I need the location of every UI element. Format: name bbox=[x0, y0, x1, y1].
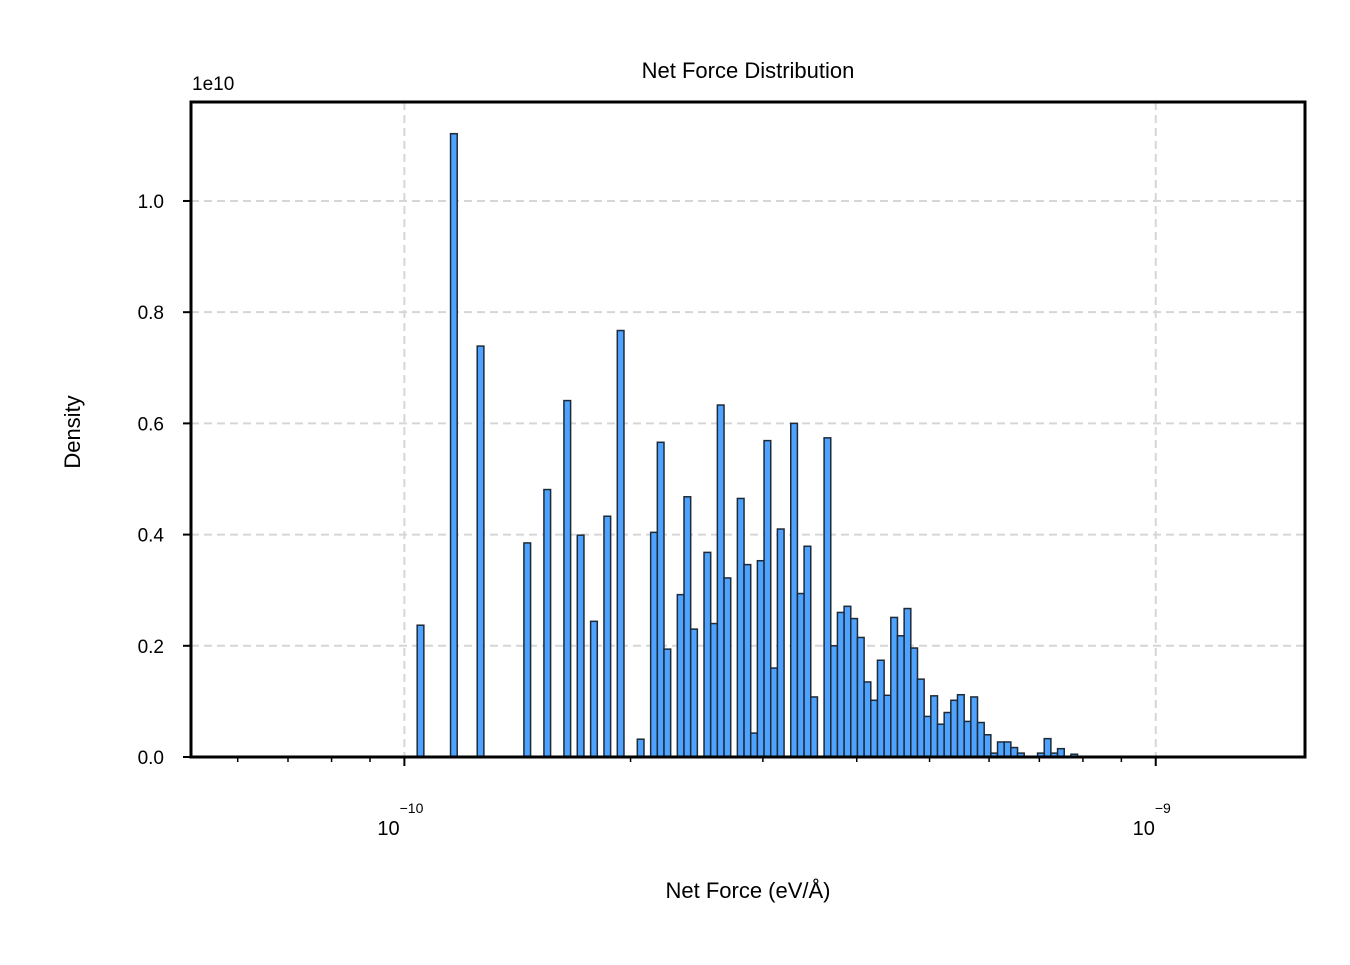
y-tick-label: 0.0 bbox=[138, 748, 164, 769]
histogram-bar bbox=[996, 741, 1005, 758]
histogram-bar bbox=[416, 624, 425, 758]
histogram-bar bbox=[850, 617, 859, 758]
histogram-bar bbox=[676, 593, 685, 758]
histogram-bar bbox=[709, 622, 719, 758]
histogram-bar bbox=[576, 534, 585, 758]
x-ticks: 10−10 10−9 bbox=[236, 757, 1171, 840]
histogram-bar bbox=[903, 607, 912, 758]
histogram-bar bbox=[563, 399, 572, 758]
y-offset-label: 1e10 bbox=[192, 74, 234, 95]
histogram-bar bbox=[870, 699, 879, 758]
histogram-bar bbox=[476, 345, 485, 758]
y-tick-label: 0.6 bbox=[138, 414, 164, 435]
histogram-bar bbox=[963, 720, 972, 758]
y-axis-label: Density bbox=[60, 395, 85, 468]
histogram-bar bbox=[970, 696, 979, 758]
histogram-bar bbox=[603, 515, 612, 758]
histogram-bar bbox=[956, 693, 965, 758]
histogram-bar bbox=[856, 636, 865, 758]
histogram-bar bbox=[876, 659, 885, 758]
chart-title: Net Force Distribution bbox=[642, 58, 855, 83]
histogram-bar bbox=[830, 645, 839, 758]
histogram-bar bbox=[776, 528, 785, 758]
histogram-bar bbox=[649, 531, 659, 758]
histogram-bar bbox=[950, 699, 959, 758]
histogram-bar bbox=[716, 404, 725, 758]
histogram-bar bbox=[803, 545, 812, 758]
histogram-bar bbox=[930, 695, 939, 758]
y-tick-label: 0.4 bbox=[138, 526, 165, 547]
y-tick-label: 0.8 bbox=[138, 303, 164, 324]
histogram-bar bbox=[736, 497, 745, 758]
histogram-bar bbox=[896, 635, 905, 758]
histogram-bar bbox=[589, 620, 599, 758]
histogram-bar bbox=[843, 605, 852, 758]
histogram-bar bbox=[1043, 737, 1052, 758]
histogram-bar bbox=[763, 439, 772, 758]
histogram-bar bbox=[916, 678, 925, 758]
histogram-bar bbox=[943, 711, 952, 758]
x-tick-label: 10−10 bbox=[377, 800, 423, 840]
histogram-bar bbox=[749, 732, 759, 758]
y-tick-label: 1.0 bbox=[138, 192, 164, 213]
histogram-bar bbox=[616, 329, 625, 758]
histogram-bar bbox=[523, 542, 532, 758]
y-ticks: 0.0 0.2 0.4 0.6 0.8 1.0 bbox=[138, 192, 191, 769]
histogram-bar bbox=[823, 437, 832, 758]
histogram-bar bbox=[656, 441, 665, 758]
histogram-bar bbox=[636, 738, 645, 758]
histogram-bar bbox=[689, 628, 699, 758]
histogram-bar bbox=[769, 667, 779, 758]
histogram-bar bbox=[936, 723, 945, 758]
histogram-bar bbox=[449, 132, 458, 758]
bars bbox=[416, 132, 1079, 758]
histogram-bar bbox=[723, 577, 732, 758]
y-tick-label: 0.2 bbox=[138, 637, 164, 658]
plot-frame bbox=[189, 100, 1307, 759]
histogram-bar bbox=[756, 559, 765, 758]
histogram-bar bbox=[543, 488, 552, 758]
histogram-bar bbox=[883, 694, 892, 758]
histogram-bar bbox=[789, 422, 799, 758]
histogram-bar bbox=[810, 696, 819, 758]
histogram-bar bbox=[983, 734, 992, 758]
histogram-bar bbox=[923, 715, 932, 758]
histogram-bar bbox=[683, 496, 692, 758]
histogram-bar bbox=[976, 721, 985, 758]
x-axis-label: Net Force (eV/Å) bbox=[665, 878, 830, 903]
x-tick-label: 10−9 bbox=[1133, 800, 1171, 840]
histogram-bar bbox=[1003, 741, 1012, 758]
histogram-bar bbox=[863, 681, 872, 758]
histogram-bar bbox=[910, 647, 919, 758]
histogram-bar bbox=[743, 563, 752, 758]
histogram-bar bbox=[836, 611, 845, 758]
histogram-bar bbox=[796, 592, 805, 758]
histogram-bar bbox=[703, 551, 712, 758]
histogram-bar bbox=[890, 616, 899, 758]
histogram-bar bbox=[663, 648, 672, 758]
